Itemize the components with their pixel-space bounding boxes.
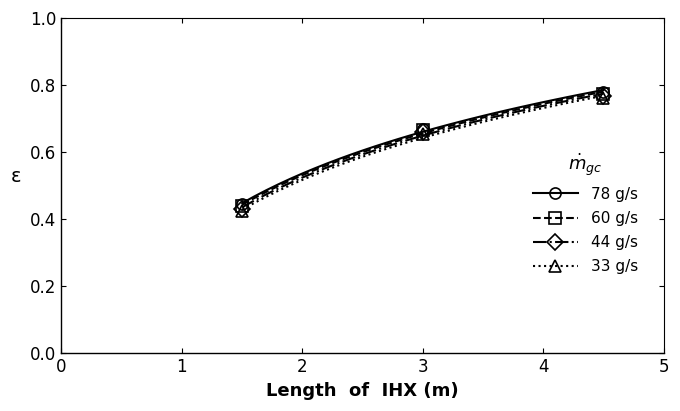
X-axis label: Length  of  IHX (m): Length of IHX (m) [267, 382, 459, 400]
Legend: 78 g/s, 60 g/s, 44 g/s, 33 g/s: 78 g/s, 60 g/s, 44 g/s, 33 g/s [526, 145, 644, 280]
Y-axis label: ε: ε [11, 167, 22, 186]
